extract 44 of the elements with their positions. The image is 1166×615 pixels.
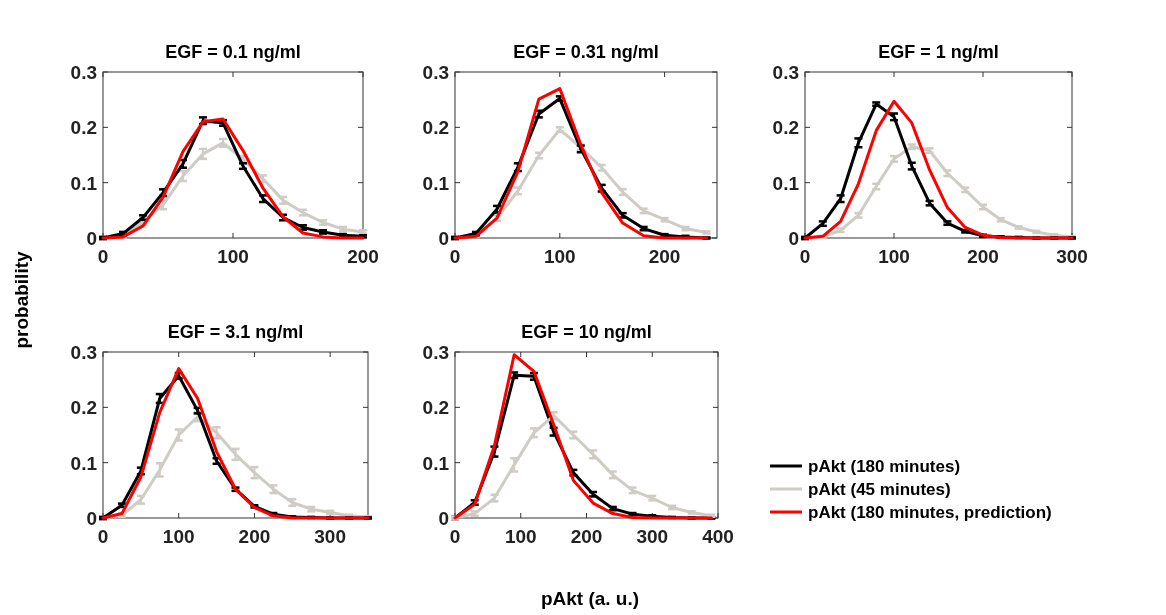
x-tick-label: 100 bbox=[504, 526, 537, 547]
chart-title: EGF = 1 ng/ml bbox=[878, 42, 999, 62]
y-tick-label: 0.1 bbox=[422, 172, 450, 194]
y-tick-label: 0.3 bbox=[772, 62, 799, 83]
x-tick-label: 300 bbox=[314, 526, 346, 547]
y-tick-label: 0.3 bbox=[422, 62, 449, 83]
x-tick-label: 200 bbox=[967, 246, 999, 267]
y-tick-label: 0 bbox=[86, 228, 97, 249]
x-tick-label: 100 bbox=[162, 526, 195, 547]
chart-title: EGF = 10 ng/ml bbox=[521, 322, 652, 342]
y-tick-label: 0.2 bbox=[422, 397, 449, 419]
chart-title: EGF = 0.1 ng/ml bbox=[165, 42, 301, 62]
y-tick-label: 0.2 bbox=[70, 117, 97, 139]
y-tick-label: 0.1 bbox=[70, 452, 98, 474]
x-tick-label: 200 bbox=[238, 526, 271, 547]
y-axis-title: probability bbox=[11, 251, 32, 349]
y-tick-label: 0.2 bbox=[772, 117, 799, 139]
x-tick-label: 400 bbox=[702, 526, 734, 547]
chart-title: EGF = 0.31 ng/ml bbox=[513, 42, 659, 62]
x-tick-label: 200 bbox=[570, 526, 603, 547]
y-tick-label: 0.1 bbox=[70, 172, 98, 194]
y-tick-label: 0 bbox=[788, 228, 799, 249]
y-tick-label: 0.2 bbox=[70, 397, 97, 419]
x-axis-title: pAkt (a. u.) bbox=[540, 588, 640, 609]
chart-title: EGF = 3.1 ng/ml bbox=[167, 322, 304, 342]
legend-label: pAkt (180 minutes, prediction) bbox=[808, 503, 1052, 522]
y-tick-label: 0.3 bbox=[70, 342, 97, 363]
legend-label: pAkt (180 minutes) bbox=[808, 457, 961, 476]
y-tick-label: 0 bbox=[86, 508, 97, 529]
y-tick-label: 0 bbox=[438, 228, 449, 249]
x-tick-label: 100 bbox=[878, 246, 910, 267]
x-tick-label: 100 bbox=[543, 246, 576, 267]
x-tick-label: 200 bbox=[347, 246, 379, 267]
legend-label: pAkt (45 minutes) bbox=[808, 480, 951, 499]
x-tick-label: 100 bbox=[217, 246, 249, 267]
y-tick-label: 0.3 bbox=[422, 342, 449, 363]
y-tick-label: 0.2 bbox=[422, 117, 449, 139]
y-tick-label: 0 bbox=[438, 508, 449, 529]
y-tick-label: 0.3 bbox=[70, 62, 97, 83]
x-tick-label: 200 bbox=[648, 246, 681, 267]
y-tick-label: 0.1 bbox=[422, 452, 450, 474]
x-tick-label: 300 bbox=[1056, 246, 1088, 267]
x-tick-label: 300 bbox=[636, 526, 669, 547]
y-tick-label: 0.1 bbox=[772, 172, 800, 194]
